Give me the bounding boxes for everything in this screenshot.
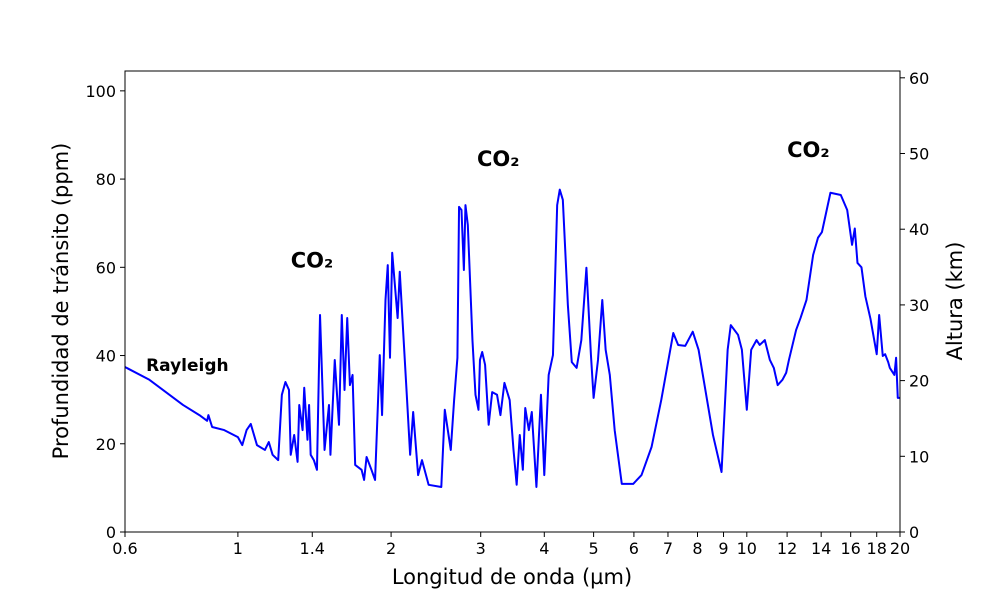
y-tick-label: 0 [106,523,116,542]
x-tick-label: 16 [841,539,861,558]
x-tick-label: 18 [867,539,887,558]
y-tick-label: 100 [85,82,116,101]
y2-tick-label: 60 [909,69,929,88]
x-tick-label: 5 [589,539,599,558]
y-tick-label: 80 [96,170,116,189]
x-tick-label: 2 [386,539,396,558]
x-tick-label: 3 [476,539,486,558]
plot-frame [124,70,901,533]
y2-tick-label: 0 [909,523,919,542]
annotation: Rayleigh [146,356,229,376]
y2-tick-label: 20 [909,372,929,391]
x-tick-label: 14 [811,539,831,558]
x-tick-label: 0.6 [112,539,137,558]
x-tick-label: 9 [718,539,728,558]
y-tick-label: 60 [96,258,116,277]
y2-tick-label: 40 [909,220,929,239]
annotation: CO₂ [787,138,829,162]
y2-tick-label: 30 [909,296,929,315]
x-tick-label: 1 [233,539,243,558]
x-tick-label: 1.4 [300,539,325,558]
y-tick-label: 40 [96,347,116,366]
x-tick-label: 10 [737,539,757,558]
y-axis-label: Profundidad de tránsito (ppm) [49,143,73,460]
x-tick-label: 12 [777,539,797,558]
annotation: CO₂ [291,248,333,272]
y-tick-label: 20 [96,435,116,454]
y2-tick-label: 50 [909,145,929,164]
x-tick-label: 7 [663,539,673,558]
y2-tick-label: 10 [909,447,929,466]
x-tick-label: 20 [890,539,910,558]
x-tick-label: 6 [629,539,639,558]
y2-axis-label: Altura (km) [943,242,967,361]
x-axis-label: Longitud de onda (µm) [392,565,632,589]
x-tick-label: 8 [692,539,702,558]
x-tick-label: 4 [539,539,549,558]
spectrum-line [124,188,900,488]
annotation: CO₂ [477,147,519,171]
